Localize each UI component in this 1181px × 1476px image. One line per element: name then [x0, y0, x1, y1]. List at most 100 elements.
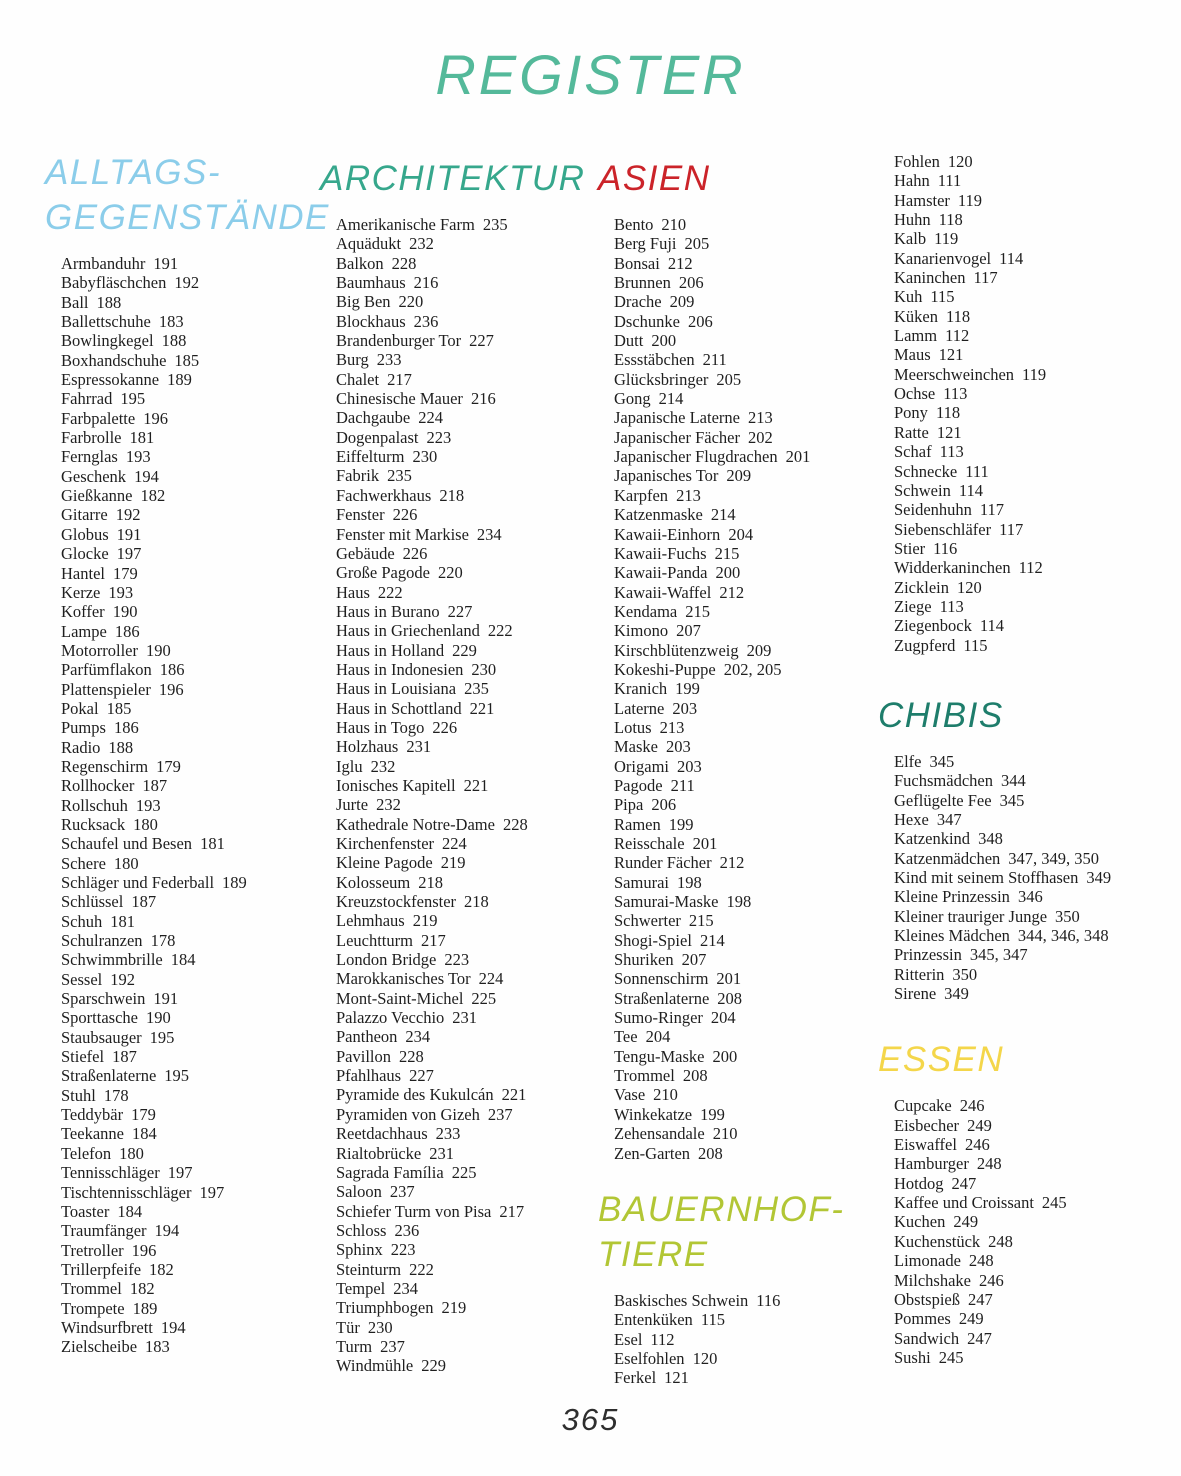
entry-term: Zen-Garten: [614, 1143, 691, 1163]
index-entry: Sushi 245: [894, 1348, 1181, 1367]
index-entry: Kaninchen 117: [894, 268, 1181, 287]
entry-term: Telefon: [61, 1143, 112, 1163]
entry-term: Radio: [61, 737, 101, 757]
entry-term: Ballettschuhe: [61, 312, 151, 332]
entry-term: Hamster: [894, 190, 950, 210]
index-entry: Samurai 198: [614, 873, 880, 892]
entry-term: Fabrik: [336, 466, 380, 486]
index-entry: Pommes 249: [894, 1309, 1181, 1328]
entry-term: Windsurfbrett: [61, 1317, 153, 1337]
index-entry: Katzenmaske 214: [614, 505, 880, 524]
index-entry: Schnecke 111: [894, 462, 1181, 481]
section-bauernhoftiere: BAUERNHOF- TIERE Baskisches Schwein 116 Ente…: [598, 1187, 880, 1388]
entry-pages: 204: [645, 1027, 671, 1047]
entry-term: Vase: [614, 1085, 646, 1105]
entry-pages: 119: [1022, 364, 1047, 384]
entry-pages: 191: [153, 989, 179, 1009]
index-entry: Essstäbchen 211: [614, 350, 880, 369]
index-entry: Sparschwein 191: [61, 989, 323, 1008]
index-entry: Elfe 345: [894, 752, 1181, 771]
index-entry: Straßenlaterne 195: [61, 1066, 323, 1085]
entry-pages: 118: [935, 403, 961, 423]
section-chibis: CHIBIS Elfe 345 Fuchsmädchen 344 Geflügelte F…: [878, 693, 1181, 1003]
entry-term: Stier: [894, 538, 926, 558]
entry-term: Schwein: [894, 480, 951, 500]
entry-pages: 222: [409, 1259, 434, 1279]
entry-term: Kanarienvogel: [894, 248, 992, 268]
entry-term: Samurai: [614, 872, 669, 892]
index-entry: Vase 210: [614, 1085, 880, 1104]
index-entry: Glücksbringer 205: [614, 370, 880, 389]
entry-pages: 222: [487, 621, 513, 641]
index-entry: Ballettschuhe 183: [61, 312, 323, 331]
entry-term: Straßenlaterne: [614, 988, 710, 1008]
index-entry: Tengu-Maske 200: [614, 1047, 880, 1066]
section-heading-asien: ASIEN: [598, 159, 711, 198]
index-entry: Tischtennisschläger 197: [61, 1183, 323, 1202]
entry-term: Dutt: [614, 331, 644, 351]
entry-pages: 121: [664, 1368, 689, 1388]
entry-pages: 217: [420, 930, 446, 950]
index-entry: Mont-Saint-Michel 225: [336, 989, 600, 1008]
index-entry: Haus in Burano 227: [336, 602, 600, 621]
entry-pages: 229: [452, 640, 477, 660]
index-entry: Reetdachhaus 233: [336, 1124, 600, 1143]
index-entry: Haus in Griechenland 222: [336, 621, 600, 640]
entry-pages: 186: [113, 718, 139, 738]
entry-pages: 180: [133, 814, 158, 834]
entry-term: Glücksbringer: [614, 369, 709, 389]
index-entry: Laterne 203: [614, 699, 880, 718]
entry-term: Staubsauger: [61, 1027, 142, 1047]
entry-pages: 195: [149, 1027, 175, 1047]
entry-term: Fernglas: [61, 447, 118, 467]
index-entry: Maske 203: [614, 737, 880, 756]
index-entry: Stuhl 178: [61, 1086, 323, 1105]
index-entry: Winkekatze 199: [614, 1105, 880, 1124]
entry-pages: 234: [405, 1027, 431, 1047]
entry-term: Limonade: [894, 1251, 961, 1271]
index-entry: Baskisches Schwein 116: [614, 1291, 880, 1310]
index-entry: Farbpalette 196: [61, 409, 323, 428]
index-entry: Hexe 347: [894, 810, 1181, 829]
entry-pages: 208: [682, 1066, 708, 1086]
entry-pages: 219: [441, 1298, 467, 1318]
index-entry: Fahrrad 195: [61, 389, 323, 408]
index-entry: Chinesische Mauer 216: [336, 389, 600, 408]
index-entry: Hamster 119: [894, 191, 1181, 210]
entry-term: Kawaii-Fuchs: [614, 543, 707, 563]
entry-term: Gebäude: [336, 543, 395, 563]
entry-term: Gitarre: [61, 505, 108, 525]
entry-pages: 349: [944, 984, 969, 1004]
entry-pages: 235: [387, 466, 412, 486]
index-entry: Esel 112: [614, 1330, 880, 1349]
index-entry: Japanisches Tor 209: [614, 466, 880, 485]
entry-pages: 187: [142, 776, 168, 796]
index-entry: Zehensandale 210: [614, 1124, 880, 1143]
entry-pages: 180: [119, 1143, 144, 1163]
entry-term: Seidenhuhn: [894, 500, 972, 520]
entry-pages: 195: [164, 1066, 190, 1086]
entry-term: Meerschweinchen: [894, 364, 1015, 384]
entry-term: Fenster: [336, 505, 385, 525]
entry-list-architektur: Amerikanische Farm 235 Aquädukt 232 Balkon 22…: [320, 215, 600, 1376]
entry-term: Pfahlhaus: [336, 1066, 402, 1086]
entry-term: Toaster: [61, 1201, 110, 1221]
index-entry: Boxhandschuhe 185: [61, 351, 323, 370]
entry-pages: 119: [934, 229, 959, 249]
entry-term: Cupcake: [894, 1096, 952, 1116]
entry-term: Ramen: [614, 814, 661, 834]
entry-list-chibis: Elfe 345 Fuchsmädchen 344 Geflügelte Fee 345 H…: [878, 752, 1181, 1003]
entry-pages: 120: [692, 1348, 718, 1368]
index-entry: Kaffee und Croissant 245: [894, 1193, 1181, 1212]
entry-pages: 217: [387, 369, 412, 389]
entry-pages: 182: [140, 486, 166, 506]
entry-pages: 179: [112, 563, 138, 583]
entry-term: Japanischer Flugdrachen: [614, 447, 778, 467]
index-entry: Saloon 237: [336, 1182, 600, 1201]
index-entry: Kleine Pagode 219: [336, 853, 600, 872]
entry-term: Ritterin: [894, 964, 945, 984]
entry-term: Windmühle: [336, 1356, 414, 1376]
entry-term: Küken: [894, 306, 938, 326]
section-heading-architektur: ARCHITEKTUR: [320, 159, 586, 198]
entry-pages: 121: [936, 422, 962, 442]
